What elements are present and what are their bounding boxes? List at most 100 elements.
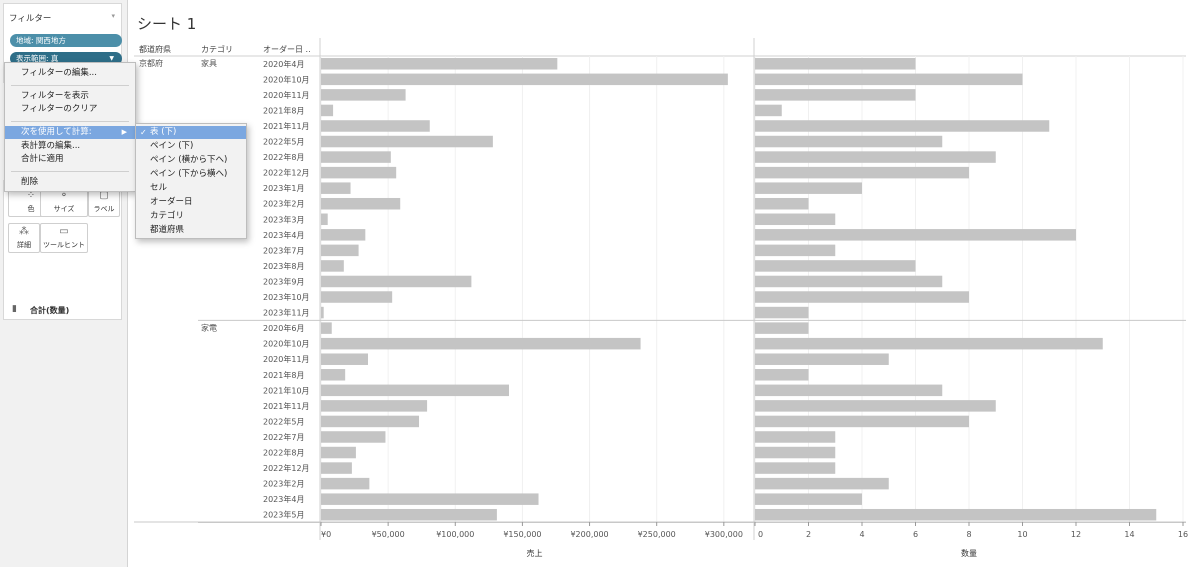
bar-chart-icon: ▮ [12, 304, 17, 314]
marks-button-label: ツールヒント [43, 241, 85, 249]
menu-item-apply-total[interactable]: 合計に適用 [21, 154, 64, 164]
row-label: 2022年12月 [263, 463, 310, 473]
sales-axis-tick-label: ¥250,000 [638, 530, 676, 539]
sales-axis-tick-label: ¥200,000 [570, 530, 608, 539]
quantity-bar [755, 353, 889, 365]
menu-item-clear-filter[interactable]: フィルターのクリア [21, 104, 98, 114]
row-label: 2023年2月 [263, 479, 304, 489]
sales-bar [321, 135, 493, 148]
row-label: 2023年10月 [263, 292, 310, 302]
category-label: 家電 [201, 322, 217, 332]
column-header-category[interactable]: カテゴリ [201, 45, 233, 54]
quantity-bar [755, 477, 889, 490]
sales-bar [321, 322, 332, 334]
chevron-down-icon[interactable]: ▼ [109, 55, 114, 62]
quantity-bar [755, 89, 916, 101]
marks-tooltip-button[interactable]: ▭ ツールヒント [40, 223, 88, 253]
row-label: 2020年11月 [263, 354, 310, 364]
row-label: 2023年8月 [263, 261, 304, 271]
sales-bar [321, 477, 370, 490]
quantity-axis-tick-label: 2 [806, 530, 811, 539]
row-label: 2022年5月 [263, 137, 304, 147]
menu-item-label: 次を使用して計算: [21, 127, 92, 137]
column-header-order-date[interactable]: オーダー日 .. [263, 45, 311, 54]
column-header-prefecture[interactable]: 都道府県 [139, 45, 171, 54]
sales-bar [321, 353, 368, 365]
row-label: 2022年5月 [263, 416, 304, 426]
category-label: 家具 [201, 58, 217, 68]
row-label: 2023年2月 [263, 199, 304, 209]
row-label: 2021年11月 [263, 401, 310, 411]
sales-bar [321, 369, 346, 381]
sales-bar [321, 197, 401, 210]
submenu-item-category[interactable]: カテゴリ [150, 211, 185, 221]
row-label: 2021年8月 [263, 370, 304, 380]
menu-item-edit-table-calc[interactable]: 表計算の編集... [21, 141, 81, 151]
row-label: 2020年4月 [263, 59, 304, 69]
row-label: 2023年11月 [263, 308, 310, 318]
sales-bar [321, 260, 344, 272]
filter-pill-range[interactable]: 表示範囲: 真 ▼ [10, 52, 122, 65]
submenu-item-label: 表 (下) [150, 127, 177, 137]
sales-bar [321, 306, 324, 319]
quantity-bar [755, 508, 1157, 521]
quantity-axis-tick-label: 6 [913, 530, 918, 539]
marks-button-label: ラベル [93, 205, 115, 213]
quantity-bar [755, 384, 943, 397]
quantity-bar [755, 291, 969, 303]
menu-item-show-filter[interactable]: フィルターを表示 [21, 91, 89, 101]
submenu-item-pane-down[interactable]: ペイン (下) [150, 141, 194, 151]
submenu-item-pane-across-then-down[interactable]: ペイン (横から下へ) [150, 155, 228, 165]
marks-size-button[interactable]: ⚬ サイズ [40, 187, 88, 217]
sales-axis-title: 売上 [527, 548, 543, 558]
submenu-arrow-icon: ▶ [121, 128, 127, 136]
sales-bar [321, 446, 356, 459]
submenu-item-pane-down-then-across[interactable]: ペイン (下から横へ) [150, 169, 228, 179]
sales-bar [321, 493, 539, 505]
row-label: 2020年10月 [263, 74, 310, 84]
quantity-bar [755, 244, 836, 257]
quantity-bar [755, 104, 782, 117]
submenu-item-order-date[interactable]: オーダー日 [150, 197, 193, 207]
sales-bar [321, 400, 428, 412]
quantity-axis-tick-label: 14 [1124, 530, 1134, 539]
menu-item-compute-using[interactable]: 次を使用して計算: ▶ [5, 126, 135, 139]
sales-axis-tick-label: ¥50,000 [372, 530, 405, 539]
submenu-item-prefecture[interactable]: 都道府県 [150, 225, 185, 235]
sales-bar [321, 384, 509, 397]
sales-bar [321, 415, 420, 428]
row-label: 2020年6月 [263, 323, 304, 333]
filter-pill-region[interactable]: 地域: 関西地方 [10, 34, 122, 47]
quantity-bar [755, 306, 809, 319]
sales-bar [321, 120, 430, 132]
quantity-bar [755, 337, 1103, 350]
row-label: 2023年5月 [263, 510, 304, 520]
quantity-bar [755, 275, 943, 288]
sales-axis-tick-label: ¥100,000 [436, 530, 474, 539]
marks-sum-pill[interactable]: 合計(数量) [30, 306, 70, 315]
sales-bar [321, 508, 497, 521]
context-menu: フィルターの編集... フィルターを表示 フィルターのクリア 次を使用して計算:… [4, 62, 136, 192]
submenu-item-cell[interactable]: セル [150, 183, 168, 193]
marks-detail-button[interactable]: ⁂ 詳細 [8, 223, 40, 253]
detail-icon: ⁂ [19, 226, 29, 237]
compute-using-submenu: ✓ 表 (下) ペイン (下) ペイン (横から下へ) ペイン (下から横へ) … [135, 123, 247, 239]
menu-item-remove[interactable]: 削除 [21, 177, 39, 187]
marks-button-label: サイズ [53, 205, 75, 213]
sales-bar [321, 291, 393, 303]
quantity-bar [755, 151, 996, 163]
menu-item-edit-filter[interactable]: フィルターの編集... [21, 68, 97, 78]
chevron-down-icon[interactable]: ▾ [111, 12, 115, 20]
quantity-bar [755, 369, 809, 381]
sales-bar [321, 275, 472, 288]
submenu-item-table-down[interactable]: ✓ 表 (下) [136, 126, 246, 139]
sales-bar [321, 58, 558, 70]
row-label: 2023年4月 [263, 230, 304, 240]
filter-pill-range-label: 表示範囲: 真 [16, 54, 59, 63]
menu-separator [11, 171, 129, 172]
sales-bar [321, 431, 386, 443]
size-icon: ⚬ [59, 190, 69, 201]
sales-bar [321, 89, 406, 101]
row-label: 2022年8月 [263, 448, 304, 458]
filters-card-title: フィルター [9, 14, 52, 24]
